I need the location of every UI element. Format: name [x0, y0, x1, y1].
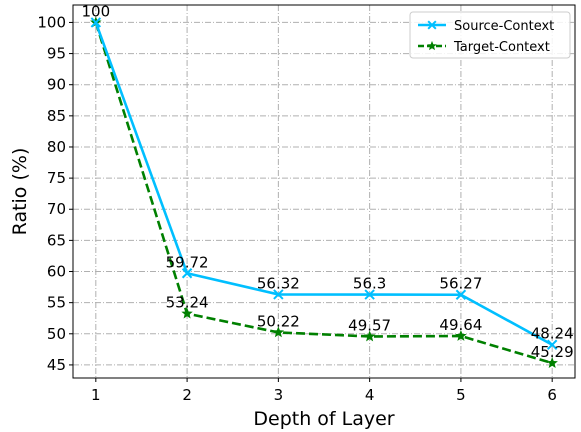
star-marker: [363, 330, 376, 342]
y-tick-label: 50: [47, 325, 66, 343]
y-tick-label: 60: [47, 263, 66, 281]
data-label: 53.24: [166, 294, 209, 312]
data-label: 45.29: [531, 343, 574, 361]
series-line: [94, 21, 553, 346]
x-marker: [364, 289, 375, 300]
x-marker: [273, 289, 284, 300]
legend-label: Source-Context: [454, 19, 554, 34]
y-tick-label: 45: [47, 356, 66, 374]
x-tick-label: 1: [91, 386, 101, 404]
legend-entry: Target-Context: [418, 40, 550, 55]
data-label: 49.64: [439, 316, 482, 334]
y-tick-label: 70: [47, 200, 66, 218]
series-line: [94, 22, 553, 365]
y-tick-label: 55: [47, 294, 66, 312]
x-marker: [181, 268, 193, 279]
x-tick-label: 6: [547, 386, 557, 404]
legend-box: [409, 11, 571, 59]
y-tick-label: 90: [47, 76, 66, 94]
data-label: 56.3: [353, 275, 386, 293]
star-marker: [272, 326, 285, 338]
y-axis-label: Ratio (%): [9, 148, 31, 236]
plot-area-frame: [72, 4, 576, 379]
x-tick-label: 3: [274, 386, 284, 404]
data-label: 100: [81, 2, 110, 20]
x-marker: [90, 17, 102, 28]
star-marker: [546, 357, 558, 368]
y-tick-label: 95: [47, 45, 66, 63]
series-layer: [90, 16, 558, 368]
y-tick-label: 85: [47, 107, 66, 125]
star-marker: [455, 330, 467, 341]
x-tick-label: 2: [182, 386, 192, 404]
series-source-context: [90, 17, 558, 350]
legend-label: Target-Context: [453, 40, 550, 55]
data-label: 56.27: [439, 275, 482, 293]
y-tick-label: 65: [47, 231, 66, 249]
legend: Source-Context Target-Context: [409, 11, 571, 59]
data-labels: 100 59.72 56.32 56.3 56.27 48.24 53.24 50.22 49.…: [81, 2, 573, 361]
data-label: 56.32: [257, 274, 300, 292]
x-tick-label: 5: [456, 386, 466, 404]
series-target-context: [90, 16, 558, 368]
x-tick-label: 4: [365, 386, 375, 404]
data-label: 59.72: [166, 253, 209, 271]
data-label: 49.57: [348, 316, 391, 334]
legend-entry: Source-Context: [418, 19, 554, 34]
x-marker: [455, 289, 467, 300]
x-marker: [546, 339, 558, 350]
y-tick-label: 75: [47, 169, 66, 187]
star-marker: [427, 40, 437, 51]
data-label: 48.24: [531, 325, 574, 343]
x-axis-label: Depth of Layer: [253, 408, 394, 430]
data-label: 50.22: [257, 312, 300, 330]
y-tick-label: 80: [47, 138, 66, 156]
x-marker: [427, 20, 437, 30]
star-marker: [181, 307, 193, 319]
y-tick-label: 100: [37, 13, 66, 31]
